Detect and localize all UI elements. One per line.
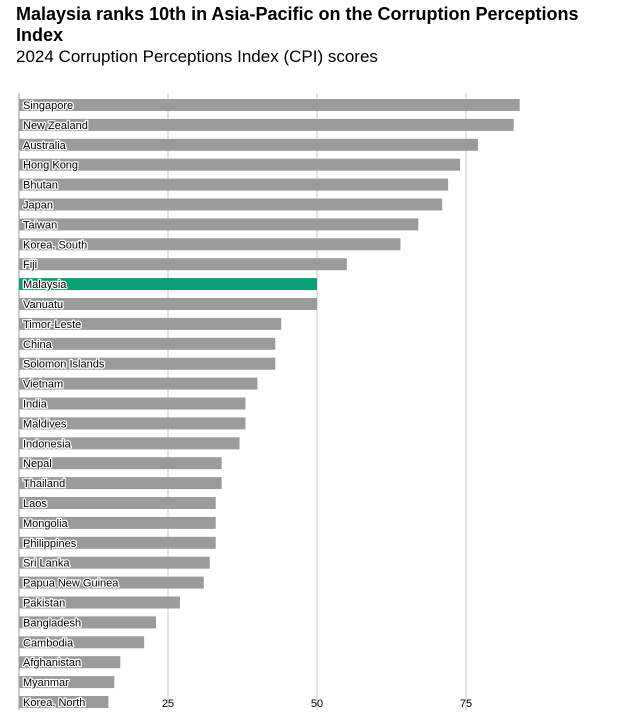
bar	[19, 676, 115, 689]
bar	[19, 536, 216, 549]
labels-layer: Singapore New Zealand Australia Hong Kong Bh…	[22, 99, 121, 711]
bar-label: Maldives	[23, 418, 67, 430]
bar	[19, 596, 180, 609]
bar-label: Nepal	[23, 458, 52, 470]
bar-label: Pakistan	[23, 598, 65, 610]
bar	[19, 636, 145, 649]
bar	[19, 337, 276, 350]
bar-label: Thailand	[23, 478, 65, 490]
chart-subtitle: 2024 Corruption Perceptions Index (CPI) …	[16, 47, 378, 66]
bar-label: Korea, North	[23, 697, 85, 709]
bar-label: Cambodia	[23, 637, 74, 649]
bar-label: Singapore	[23, 100, 73, 112]
bar-label: Fiji	[23, 259, 37, 271]
x-tick-label: 50	[311, 698, 323, 710]
bar	[19, 616, 157, 629]
bar-label: Afghanistan	[23, 657, 81, 669]
bar	[19, 377, 258, 390]
bar	[19, 357, 276, 370]
bar	[19, 576, 204, 589]
bar-label: Philippines	[23, 538, 77, 550]
bar	[19, 656, 121, 669]
bar	[19, 218, 419, 231]
bar	[19, 138, 478, 151]
bar	[19, 178, 449, 191]
bar	[19, 258, 347, 271]
bar-label: China	[23, 339, 53, 351]
bar	[19, 238, 401, 251]
bar	[19, 397, 246, 410]
bar-label: Australia	[23, 140, 67, 152]
chart-title: Malaysia ranks 10th in Asia-Pacific on t…	[16, 4, 579, 45]
bar-label: India	[23, 399, 48, 411]
bar	[19, 437, 240, 450]
bar-label: Vanuatu	[23, 299, 63, 311]
x-tick-label: 75	[460, 698, 472, 710]
bar	[19, 696, 109, 708]
bar	[19, 457, 222, 470]
bar-label: Bangladesh	[23, 617, 81, 629]
bar	[19, 477, 222, 490]
bar-label: Indonesia	[23, 438, 72, 450]
bar-label: Mongolia	[23, 518, 69, 530]
bar-label: Laos	[23, 498, 47, 510]
bar-label: Timor-Leste	[23, 319, 81, 331]
bar	[19, 417, 246, 430]
x-tick-label: 25	[162, 698, 174, 710]
bar-label: Japan	[23, 200, 53, 212]
bar	[19, 556, 210, 569]
bar	[19, 99, 520, 111]
bar-label: Malaysia	[23, 279, 67, 291]
bar-label: Myanmar	[23, 677, 69, 689]
bar-label: Papua New Guinea	[23, 578, 119, 590]
bar-label: New Zealand	[23, 120, 88, 132]
x-axis-ticks: 25 50 75	[162, 698, 472, 710]
bars-layer	[19, 99, 520, 708]
bar	[19, 118, 514, 131]
bar	[19, 317, 282, 330]
bar	[19, 516, 216, 529]
bar	[19, 278, 317, 291]
bar	[19, 298, 317, 310]
bar-label: Hong Kong	[23, 160, 78, 172]
bar-label: Vietnam	[23, 379, 63, 391]
bar	[19, 158, 461, 171]
bar-label: Sri Lanka	[23, 558, 70, 570]
bar	[19, 198, 443, 211]
bar-label: Bhutan	[23, 180, 58, 192]
bar-label: Solomon Islands	[23, 359, 105, 371]
bar	[19, 497, 216, 509]
bar-label: Korea, South	[23, 239, 87, 251]
bar-label: Taiwan	[23, 219, 57, 231]
